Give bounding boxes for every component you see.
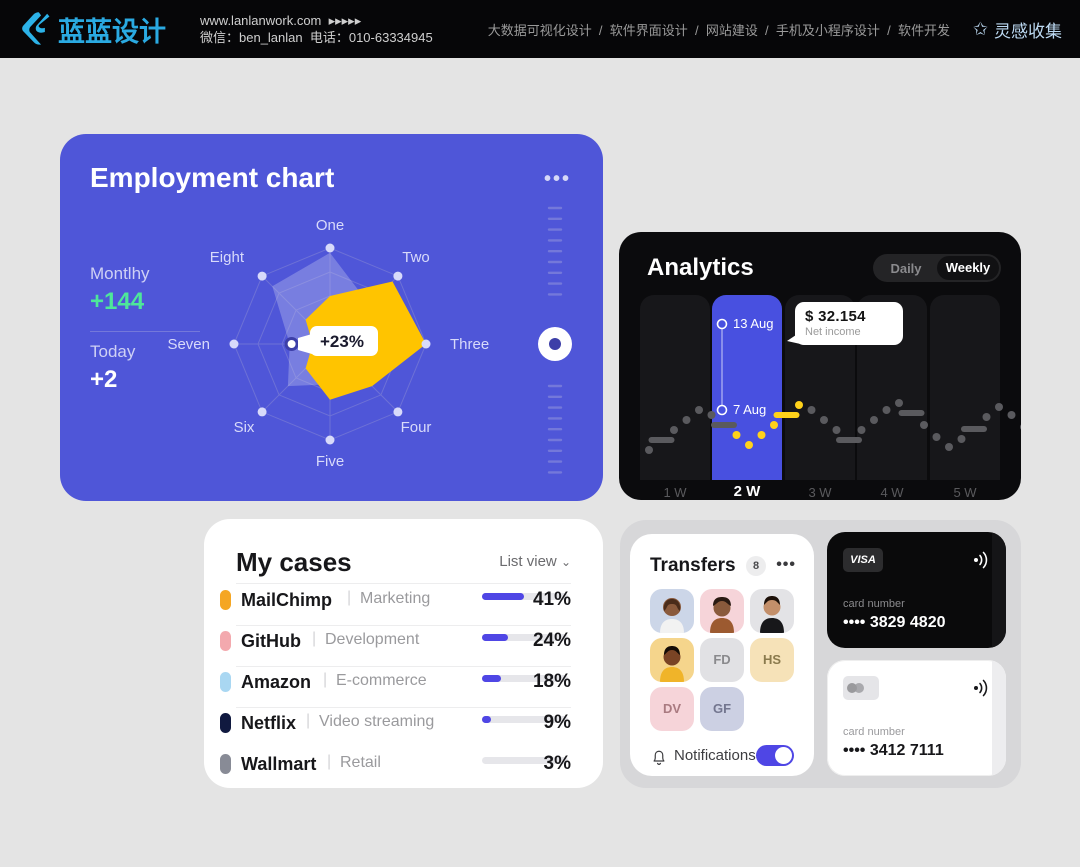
svg-text:One: One [316, 217, 344, 234]
svg-text:Four: Four [401, 419, 432, 436]
svg-text:Seven: Seven [167, 336, 210, 353]
svg-text:+23%: +23% [320, 332, 364, 351]
svg-text:7 Aug: 7 Aug [733, 402, 766, 417]
svg-text:13 Aug: 13 Aug [733, 316, 774, 331]
svg-text:Eight: Eight [210, 249, 245, 266]
svg-text:Three: Three [450, 336, 489, 353]
svg-text:Five: Five [316, 453, 344, 470]
svg-text:Two: Two [402, 249, 430, 266]
svg-text:Six: Six [234, 419, 255, 436]
